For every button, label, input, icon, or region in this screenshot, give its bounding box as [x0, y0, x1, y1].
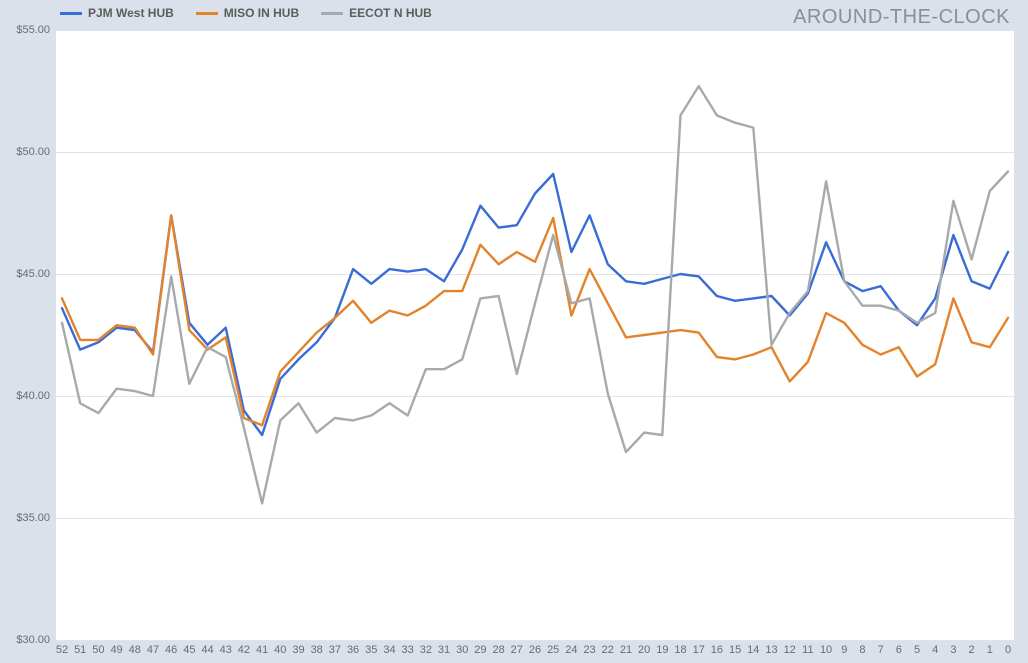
x-tick-label: 47 — [147, 644, 159, 656]
x-tick-label: 38 — [311, 644, 323, 656]
x-tick-label: 27 — [511, 644, 523, 656]
x-tick-label: 28 — [492, 644, 504, 656]
legend-swatch — [60, 12, 82, 15]
x-tick-label: 5 — [914, 644, 920, 656]
x-tick-label: 32 — [420, 644, 432, 656]
series-line — [62, 215, 1008, 425]
y-tick-label: $35.00 — [16, 512, 50, 524]
chart-title: AROUND-THE-CLOCK — [793, 6, 1010, 29]
x-tick-label: 7 — [878, 644, 884, 656]
x-tick-label: 36 — [347, 644, 359, 656]
legend-swatch — [321, 12, 343, 15]
series-line — [62, 86, 1008, 503]
x-tick-label: 39 — [292, 644, 304, 656]
legend-item: EECOT N HUB — [321, 6, 432, 20]
x-tick-label: 20 — [638, 644, 650, 656]
x-tick-label: 43 — [220, 644, 232, 656]
x-tick-label: 44 — [201, 644, 213, 656]
x-tick-label: 10 — [820, 644, 832, 656]
gridline — [56, 640, 1014, 641]
x-tick-label: 31 — [438, 644, 450, 656]
x-tick-label: 30 — [456, 644, 468, 656]
x-tick-label: 16 — [711, 644, 723, 656]
x-tick-label: 1 — [987, 644, 993, 656]
y-tick-label: $45.00 — [16, 268, 50, 280]
x-tick-label: 9 — [841, 644, 847, 656]
x-tick-label: 6 — [896, 644, 902, 656]
x-tick-label: 8 — [859, 644, 865, 656]
x-tick-label: 48 — [129, 644, 141, 656]
x-tick-label: 11 — [802, 644, 813, 656]
x-tick-label: 35 — [365, 644, 377, 656]
x-tick-label: 50 — [92, 644, 104, 656]
legend-swatch — [196, 12, 218, 15]
x-tick-label: 33 — [402, 644, 414, 656]
x-tick-label: 13 — [765, 644, 777, 656]
y-tick-label: $50.00 — [16, 146, 50, 158]
x-tick-label: 25 — [547, 644, 559, 656]
x-tick-label: 3 — [950, 644, 956, 656]
x-tick-label: 40 — [274, 644, 286, 656]
x-tick-label: 15 — [729, 644, 741, 656]
plot-area: $30.00$35.00$40.00$45.00$50.00$55.005251… — [56, 30, 1014, 640]
x-tick-label: 22 — [602, 644, 614, 656]
legend-label: EECOT N HUB — [349, 6, 432, 20]
y-tick-label: $55.00 — [16, 24, 50, 36]
legend-item: MISO IN HUB — [196, 6, 299, 20]
x-tick-label: 52 — [56, 644, 68, 656]
x-tick-label: 17 — [693, 644, 705, 656]
x-tick-label: 0 — [1005, 644, 1011, 656]
x-tick-label: 12 — [784, 644, 796, 656]
legend: PJM West HUB MISO IN HUB EECOT N HUB — [60, 6, 432, 20]
legend-item: PJM West HUB — [60, 6, 174, 20]
x-tick-label: 29 — [474, 644, 486, 656]
x-tick-label: 4 — [932, 644, 938, 656]
x-tick-label: 46 — [165, 644, 177, 656]
x-tick-label: 51 — [74, 644, 86, 656]
x-tick-label: 24 — [565, 644, 577, 656]
y-tick-label: $40.00 — [16, 390, 50, 402]
x-tick-label: 14 — [747, 644, 759, 656]
y-tick-label: $30.00 — [16, 634, 50, 646]
x-tick-label: 45 — [183, 644, 195, 656]
chart-container: AROUND-THE-CLOCK PJM West HUB MISO IN HUB… — [0, 0, 1028, 663]
series-layer — [56, 30, 1014, 640]
x-tick-label: 2 — [969, 644, 975, 656]
x-tick-label: 26 — [529, 644, 541, 656]
x-tick-label: 34 — [383, 644, 395, 656]
x-tick-label: 37 — [329, 644, 341, 656]
x-tick-label: 19 — [656, 644, 668, 656]
x-tick-label: 23 — [583, 644, 595, 656]
x-tick-label: 18 — [674, 644, 686, 656]
x-tick-label: 49 — [110, 644, 122, 656]
legend-label: MISO IN HUB — [224, 6, 299, 20]
x-tick-label: 41 — [256, 644, 268, 656]
x-tick-label: 42 — [238, 644, 250, 656]
x-tick-label: 21 — [620, 644, 632, 656]
legend-label: PJM West HUB — [88, 6, 174, 20]
